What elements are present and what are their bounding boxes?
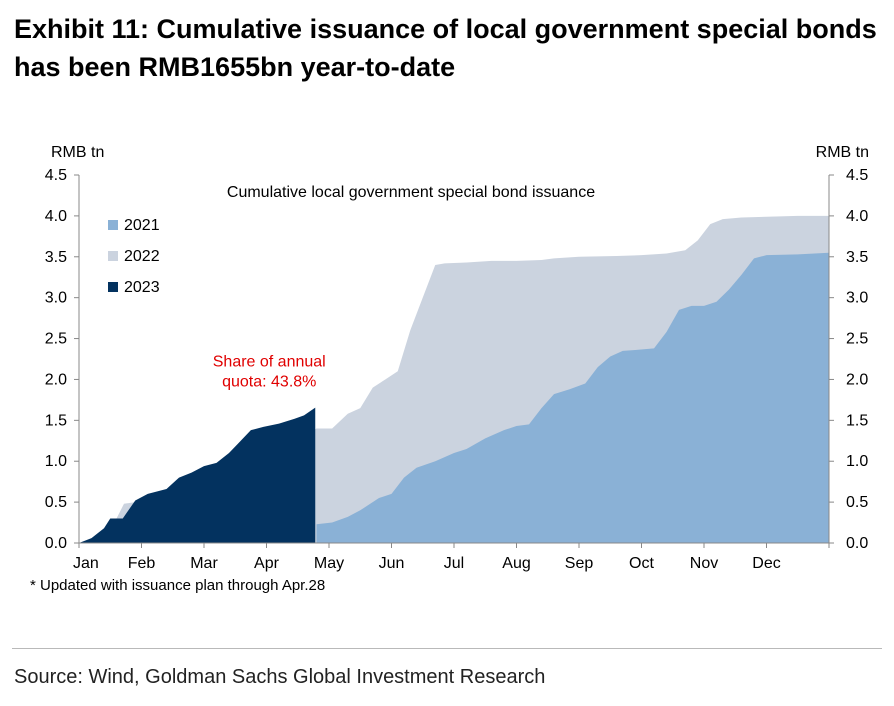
legend-label-2023: 2023 (124, 279, 160, 296)
axes-group: 0.0 0.0 0.5 0.5 1.0 1.0 1.5 1.5 2.0 2.0 2.5 2.5 3.0 3… (45, 167, 869, 572)
left-y-tick-label: 2.0 (45, 371, 67, 388)
right-y-tick-label: 4.0 (846, 208, 868, 225)
legend-swatch-2022 (108, 251, 118, 261)
x-tick-label-jan: Jan (73, 555, 99, 572)
annotation-line-1: Share of annual (213, 354, 326, 371)
right-y-tick-label: 1.5 (846, 412, 868, 429)
left-y-tick-label: 3.0 (45, 290, 67, 307)
area-series-group (79, 215, 829, 543)
exhibit-title: Exhibit 11: Cumulative issuance of local… (14, 10, 884, 86)
left-axis-unit-label: RMB tn (51, 144, 104, 161)
x-tick-label-oct: Oct (629, 555, 654, 572)
right-axis-unit-label: RMB tn (816, 144, 869, 161)
legend-swatch-2023 (108, 282, 118, 292)
annotation-line-2: quota: 43.8% (222, 374, 316, 391)
chart-title: Cumulative local government special bond… (227, 184, 595, 201)
left-y-tick-label: 2.5 (45, 331, 67, 348)
x-tick-label-may: May (314, 555, 344, 572)
x-tick-label-aug: Aug (502, 555, 530, 572)
x-tick-label-feb: Feb (128, 555, 156, 572)
legend-label-2021: 2021 (124, 217, 160, 234)
left-y-tick-label: 4.0 (45, 208, 67, 225)
area-series-2023 (79, 407, 316, 543)
source-note: Source: Wind, Goldman Sachs Global Inves… (14, 666, 546, 688)
right-y-tick-label: 0.5 (846, 494, 868, 511)
left-y-tick-label: 4.5 (45, 167, 67, 184)
right-y-tick-label: 3.5 (846, 249, 868, 266)
x-tick-label-apr: Apr (254, 555, 280, 572)
x-tick-label-sep: Sep (565, 555, 594, 572)
title-line-2: has been RMB1655bn year-to-date (14, 52, 456, 82)
left-y-tick-label: 0.5 (45, 494, 67, 511)
left-y-tick-label: 0.0 (45, 535, 67, 552)
x-tick-label-jun: Jun (379, 555, 405, 572)
right-y-tick-label: 0.0 (846, 535, 868, 552)
legend-label-2022: 2022 (124, 248, 160, 265)
right-y-tick-label: 2.0 (846, 371, 868, 388)
labels-group: RMB tn RMB tn Cumulative local government … (51, 144, 869, 391)
title-line-1: Exhibit 11: Cumulative issuance of local… (14, 14, 877, 44)
x-tick-label-mar: Mar (190, 555, 218, 572)
divider (12, 648, 882, 649)
right-y-tick-label: 3.0 (846, 290, 868, 307)
right-y-tick-label: 4.5 (846, 167, 868, 184)
right-y-tick-label: 2.5 (846, 331, 868, 348)
left-y-tick-label: 3.5 (45, 249, 67, 266)
right-y-tick-label: 1.0 (846, 453, 868, 470)
left-y-tick-label: 1.5 (45, 412, 67, 429)
x-tick-label-nov: Nov (690, 555, 718, 572)
footnote: * Updated with issuance plan through Apr… (30, 577, 326, 594)
x-tick-label-jul: Jul (444, 555, 464, 572)
area-series-2021 (316, 252, 829, 543)
legend-swatch-2021 (108, 220, 118, 230)
x-tick-label-dec: Dec (752, 555, 780, 572)
left-y-tick-label: 1.0 (45, 453, 67, 470)
